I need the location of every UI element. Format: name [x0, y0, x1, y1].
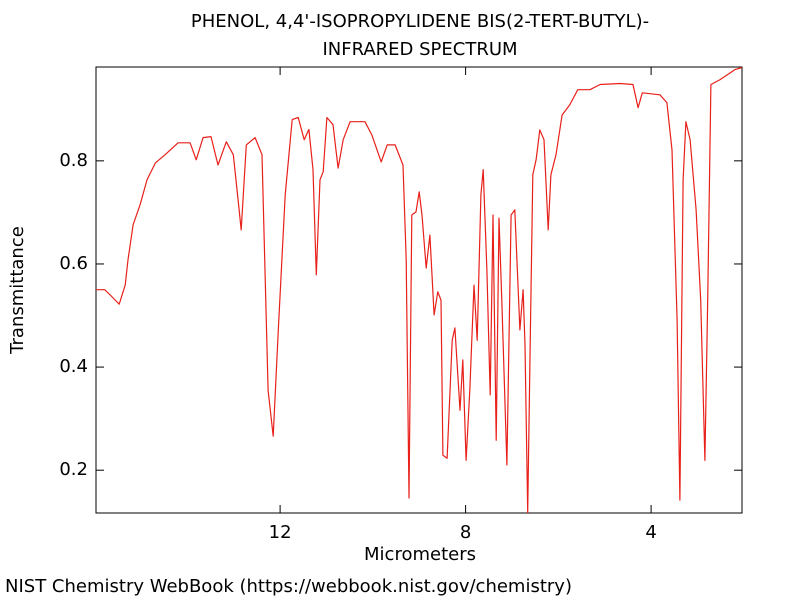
- source-note: NIST Chemistry WebBook (https://webbook.…: [5, 576, 572, 597]
- y-tick-label: 0.8: [59, 150, 88, 171]
- chart-title: PHENOL, 4,4'-ISOPROPYLIDENE BIS(2-TERT-B…: [191, 11, 649, 32]
- x-tick-label: 12: [269, 522, 292, 543]
- spectrum-line: [96, 66, 743, 514]
- y-tick-label: 0.2: [59, 459, 88, 480]
- plot-frame: [95, 66, 743, 514]
- y-tick-label: 0.6: [59, 253, 88, 274]
- y-tick-label: 0.4: [59, 356, 88, 377]
- chart-title: INFRARED SPECTRUM: [322, 39, 517, 60]
- x-tick-label: 8: [460, 522, 471, 543]
- y-axis-label: Transmittance: [7, 226, 28, 355]
- x-axis-label: Micrometers: [364, 544, 476, 565]
- x-tick-label: 4: [645, 522, 656, 543]
